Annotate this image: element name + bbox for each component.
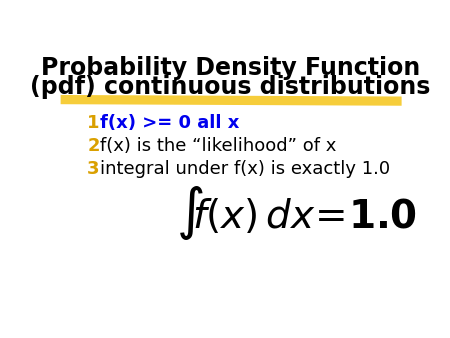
Text: Probability Density Function: Probability Density Function <box>41 56 420 80</box>
Text: $\int\!\! f(x)\,dx\!=\!\mathbf{1.0}$: $\int\!\! f(x)\,dx\!=\!\mathbf{1.0}$ <box>176 184 418 242</box>
Text: (pdf) continuous distributions: (pdf) continuous distributions <box>31 75 431 99</box>
Text: 2: 2 <box>87 137 100 155</box>
Text: integral under f(x) is exactly 1.0: integral under f(x) is exactly 1.0 <box>99 160 390 178</box>
Text: f(x) is the “likelihood” of x: f(x) is the “likelihood” of x <box>99 137 336 155</box>
Text: f(x) >= 0 all x: f(x) >= 0 all x <box>99 114 239 132</box>
Text: 3: 3 <box>87 160 100 178</box>
Text: 1: 1 <box>87 114 100 132</box>
